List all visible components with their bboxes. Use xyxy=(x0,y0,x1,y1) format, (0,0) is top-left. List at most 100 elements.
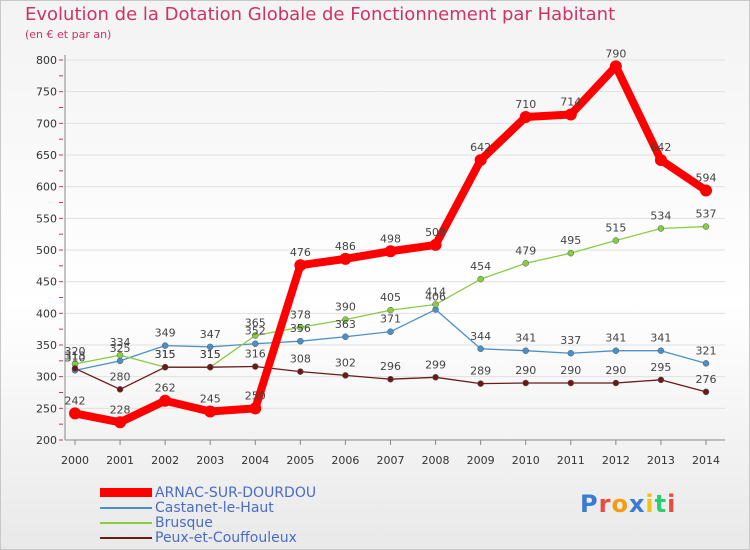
data-point-castanet-le-haut xyxy=(252,340,259,347)
series-labels: 242 228 262 245 250 476 486 498 508 642 710 714 790 6… xyxy=(65,47,717,416)
data-point-brusque xyxy=(432,301,439,308)
data-label-arnac-sur-dourdou: 498 xyxy=(380,232,401,245)
data-point-peux-et-couffouleux xyxy=(252,363,259,370)
data-label-castanet-le-haut: 352 xyxy=(245,325,266,338)
logo-letter: P xyxy=(580,490,599,518)
chart-title: Evolution de la Dotation Globale de Fonc… xyxy=(25,4,616,25)
data-point-brusque xyxy=(297,324,304,331)
data-point-peux-et-couffouleux xyxy=(612,379,620,387)
data-point-peux-et-couffouleux xyxy=(432,374,439,381)
data-label-peux-et-couffouleux: 290 xyxy=(605,364,626,377)
data-label-arnac-sur-dourdou: 245 xyxy=(200,393,221,406)
data-label-peux-et-couffouleux: 276 xyxy=(696,373,717,386)
data-label-peux-et-couffouleux: 316 xyxy=(245,348,266,361)
data-point-brusque xyxy=(252,332,259,339)
data-point-peux-et-couffouleux xyxy=(477,380,484,387)
x-tick-label-2010: 2010 xyxy=(512,454,540,467)
data-point-brusque xyxy=(477,275,484,283)
data-label-peux-et-couffouleux: 290 xyxy=(515,364,536,377)
data-point-peux-et-couffouleux xyxy=(116,386,124,393)
data-label-peux-et-couffouleux: 280 xyxy=(110,370,131,383)
logo-letter: r xyxy=(598,490,612,518)
data-label-brusque: 534 xyxy=(650,209,671,222)
data-label-peux-et-couffouleux: 295 xyxy=(650,361,671,374)
data-label-brusque: 479 xyxy=(515,244,536,257)
data-point-castanet-le-haut xyxy=(161,342,169,349)
data-point-arnac-sur-dourdou xyxy=(654,154,667,167)
data-point-arnac-sur-dourdou xyxy=(474,154,487,167)
data-point-castanet-le-haut xyxy=(297,337,304,345)
data-label-brusque: 515 xyxy=(605,222,626,235)
data-label-brusque: 378 xyxy=(290,308,311,321)
x-tick-label-2009: 2009 xyxy=(467,454,495,467)
legend-label-brusque: Brusque xyxy=(155,515,213,531)
data-point-arnac-sur-dourdou xyxy=(339,252,352,265)
x-tick-label-2001: 2001 xyxy=(106,454,134,467)
x-tick-label-2008: 2008 xyxy=(422,454,450,467)
data-label-brusque: 320 xyxy=(65,345,86,358)
data-label-castanet-le-haut: 310 xyxy=(65,351,86,364)
data-label-peux-et-couffouleux: 289 xyxy=(470,365,491,378)
data-label-peux-et-couffouleux: 308 xyxy=(290,353,311,366)
x-tick-label-2013: 2013 xyxy=(647,454,675,467)
data-label-brusque: 495 xyxy=(560,234,581,247)
x-tick-label-2014: 2014 xyxy=(692,454,720,467)
data-label-castanet-le-haut: 337 xyxy=(560,334,581,347)
data-label-castanet-le-haut: 344 xyxy=(470,330,491,343)
data-label-peux-et-couffouleux: 290 xyxy=(560,364,581,377)
data-label-peux-et-couffouleux: 315 xyxy=(200,348,221,361)
data-label-castanet-le-haut: 406 xyxy=(425,291,446,304)
data-point-castanet-le-haut xyxy=(702,360,710,367)
y-tick-label-200: 200 xyxy=(36,434,57,447)
data-point-arnac-sur-dourdou xyxy=(429,238,442,251)
x-tick-label-2000: 2000 xyxy=(61,454,89,467)
x-tick-label-2002: 2002 xyxy=(151,454,179,467)
y-tick-label-350: 350 xyxy=(36,339,57,352)
legend-swatch-peux xyxy=(100,537,152,539)
data-label-brusque: 390 xyxy=(335,301,356,314)
data-label-arnac-sur-dourdou: 710 xyxy=(515,98,536,111)
data-point-arnac-sur-dourdou xyxy=(519,111,532,123)
data-label-arnac-sur-dourdou: 714 xyxy=(560,95,581,108)
data-label-brusque: 454 xyxy=(470,260,491,273)
data-point-brusque xyxy=(657,225,665,232)
data-point-castanet-le-haut xyxy=(206,343,214,351)
data-label-castanet-le-haut: 371 xyxy=(380,313,401,326)
data-label-arnac-sur-dourdou: 242 xyxy=(65,394,86,407)
y-tick-label-750: 750 xyxy=(36,86,57,99)
data-point-peux-et-couffouleux xyxy=(522,379,529,387)
data-point-arnac-sur-dourdou xyxy=(204,405,217,418)
data-point-peux-et-couffouleux xyxy=(387,375,394,383)
data-label-arnac-sur-dourdou: 262 xyxy=(155,382,176,395)
legend-label-peux: Peux-et-Couffouleux xyxy=(155,530,297,546)
data-point-brusque xyxy=(522,260,529,267)
data-label-arnac-sur-dourdou: 250 xyxy=(245,389,266,402)
data-label-brusque: 365 xyxy=(245,317,266,330)
data-label-brusque: 315 xyxy=(200,348,221,361)
data-label-arnac-sur-dourdou: 642 xyxy=(470,141,491,154)
y-tick-label-550: 550 xyxy=(36,212,57,225)
data-point-peux-et-couffouleux xyxy=(702,388,710,396)
data-label-arnac-sur-dourdou: 642 xyxy=(650,141,671,154)
data-point-arnac-sur-dourdou xyxy=(249,402,262,415)
data-label-peux-et-couffouleux: 299 xyxy=(425,358,446,371)
data-point-brusque xyxy=(342,316,349,323)
legend-swatch-castanet xyxy=(100,507,152,509)
data-point-brusque xyxy=(702,223,710,230)
y-tick-label-450: 450 xyxy=(36,276,57,289)
data-label-brusque: 414 xyxy=(425,285,446,298)
data-point-arnac-sur-dourdou xyxy=(69,407,81,420)
data-point-brusque xyxy=(116,351,124,359)
data-point-arnac-sur-dourdou xyxy=(609,60,622,73)
data-point-castanet-le-haut xyxy=(477,345,484,353)
data-point-brusque xyxy=(387,306,394,314)
data-label-peux-et-couffouleux: 315 xyxy=(155,348,176,361)
data-point-castanet-le-haut xyxy=(116,357,124,365)
data-point-brusque xyxy=(612,237,620,244)
data-label-castanet-le-haut: 341 xyxy=(515,332,536,345)
data-label-castanet-le-haut: 341 xyxy=(605,332,626,345)
data-point-peux-et-couffouleux xyxy=(161,363,169,371)
x-tick-label-2003: 2003 xyxy=(196,454,224,467)
data-point-castanet-le-haut xyxy=(522,347,529,354)
data-point-peux-et-couffouleux xyxy=(206,363,214,371)
